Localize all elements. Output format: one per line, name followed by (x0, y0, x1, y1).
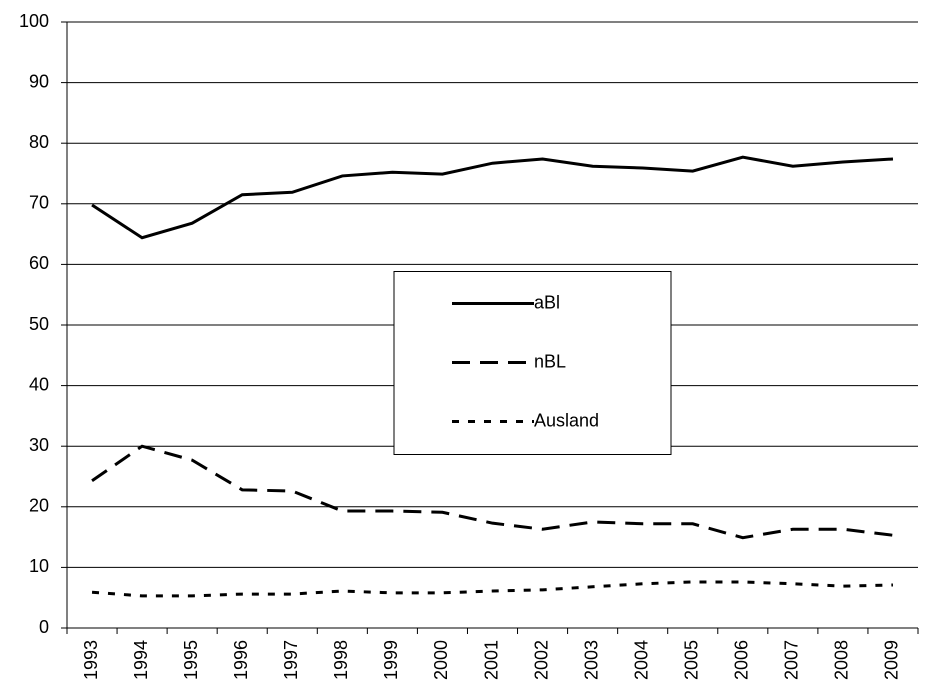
legend-label: aBl (534, 292, 560, 312)
x-tick-label: 1993 (81, 640, 101, 680)
y-tick-label: 0 (39, 617, 49, 637)
legend-label: Ausland (534, 410, 599, 430)
x-tick-label: 2005 (681, 640, 701, 680)
legend: aBl nBL Ausland (393, 271, 672, 455)
x-tick-label: 2001 (481, 640, 501, 680)
x-tick-label: 2000 (431, 640, 451, 680)
x-tick-label: 1996 (231, 640, 251, 680)
y-tick-label: 40 (29, 374, 49, 394)
series-line (91, 580, 894, 598)
series-line (91, 444, 894, 540)
x-tick-label: 2004 (631, 640, 651, 680)
x-tick-label: 2009 (882, 640, 902, 680)
x-tick-label: 1998 (331, 640, 351, 680)
y-tick-label: 10 (29, 556, 49, 576)
x-tick-label: 2007 (782, 640, 802, 680)
legend-label: nBL (534, 351, 566, 371)
legend-box (393, 271, 672, 455)
x-tick-label: 2003 (581, 640, 601, 680)
x-tick-label: 1997 (281, 640, 301, 680)
y-tick-label: 70 (29, 193, 49, 213)
x-tick-label: 2002 (531, 640, 551, 680)
series-line (91, 155, 894, 240)
x-tick-label: 1994 (131, 640, 151, 680)
x-tick-label: 2008 (832, 640, 852, 680)
y-tick-label: 30 (29, 435, 49, 455)
y-tick-label: 20 (29, 496, 49, 516)
x-tick-label: 1999 (381, 640, 401, 680)
x-tick-label: 2006 (732, 640, 752, 680)
x-tick-label: 1995 (181, 640, 201, 680)
y-tick-label: 100 (19, 11, 49, 31)
y-tick-label: 60 (29, 253, 49, 273)
y-tick-label: 80 (29, 132, 49, 152)
y-tick-label: 50 (29, 314, 49, 334)
y-tick-label: 90 (29, 71, 49, 91)
